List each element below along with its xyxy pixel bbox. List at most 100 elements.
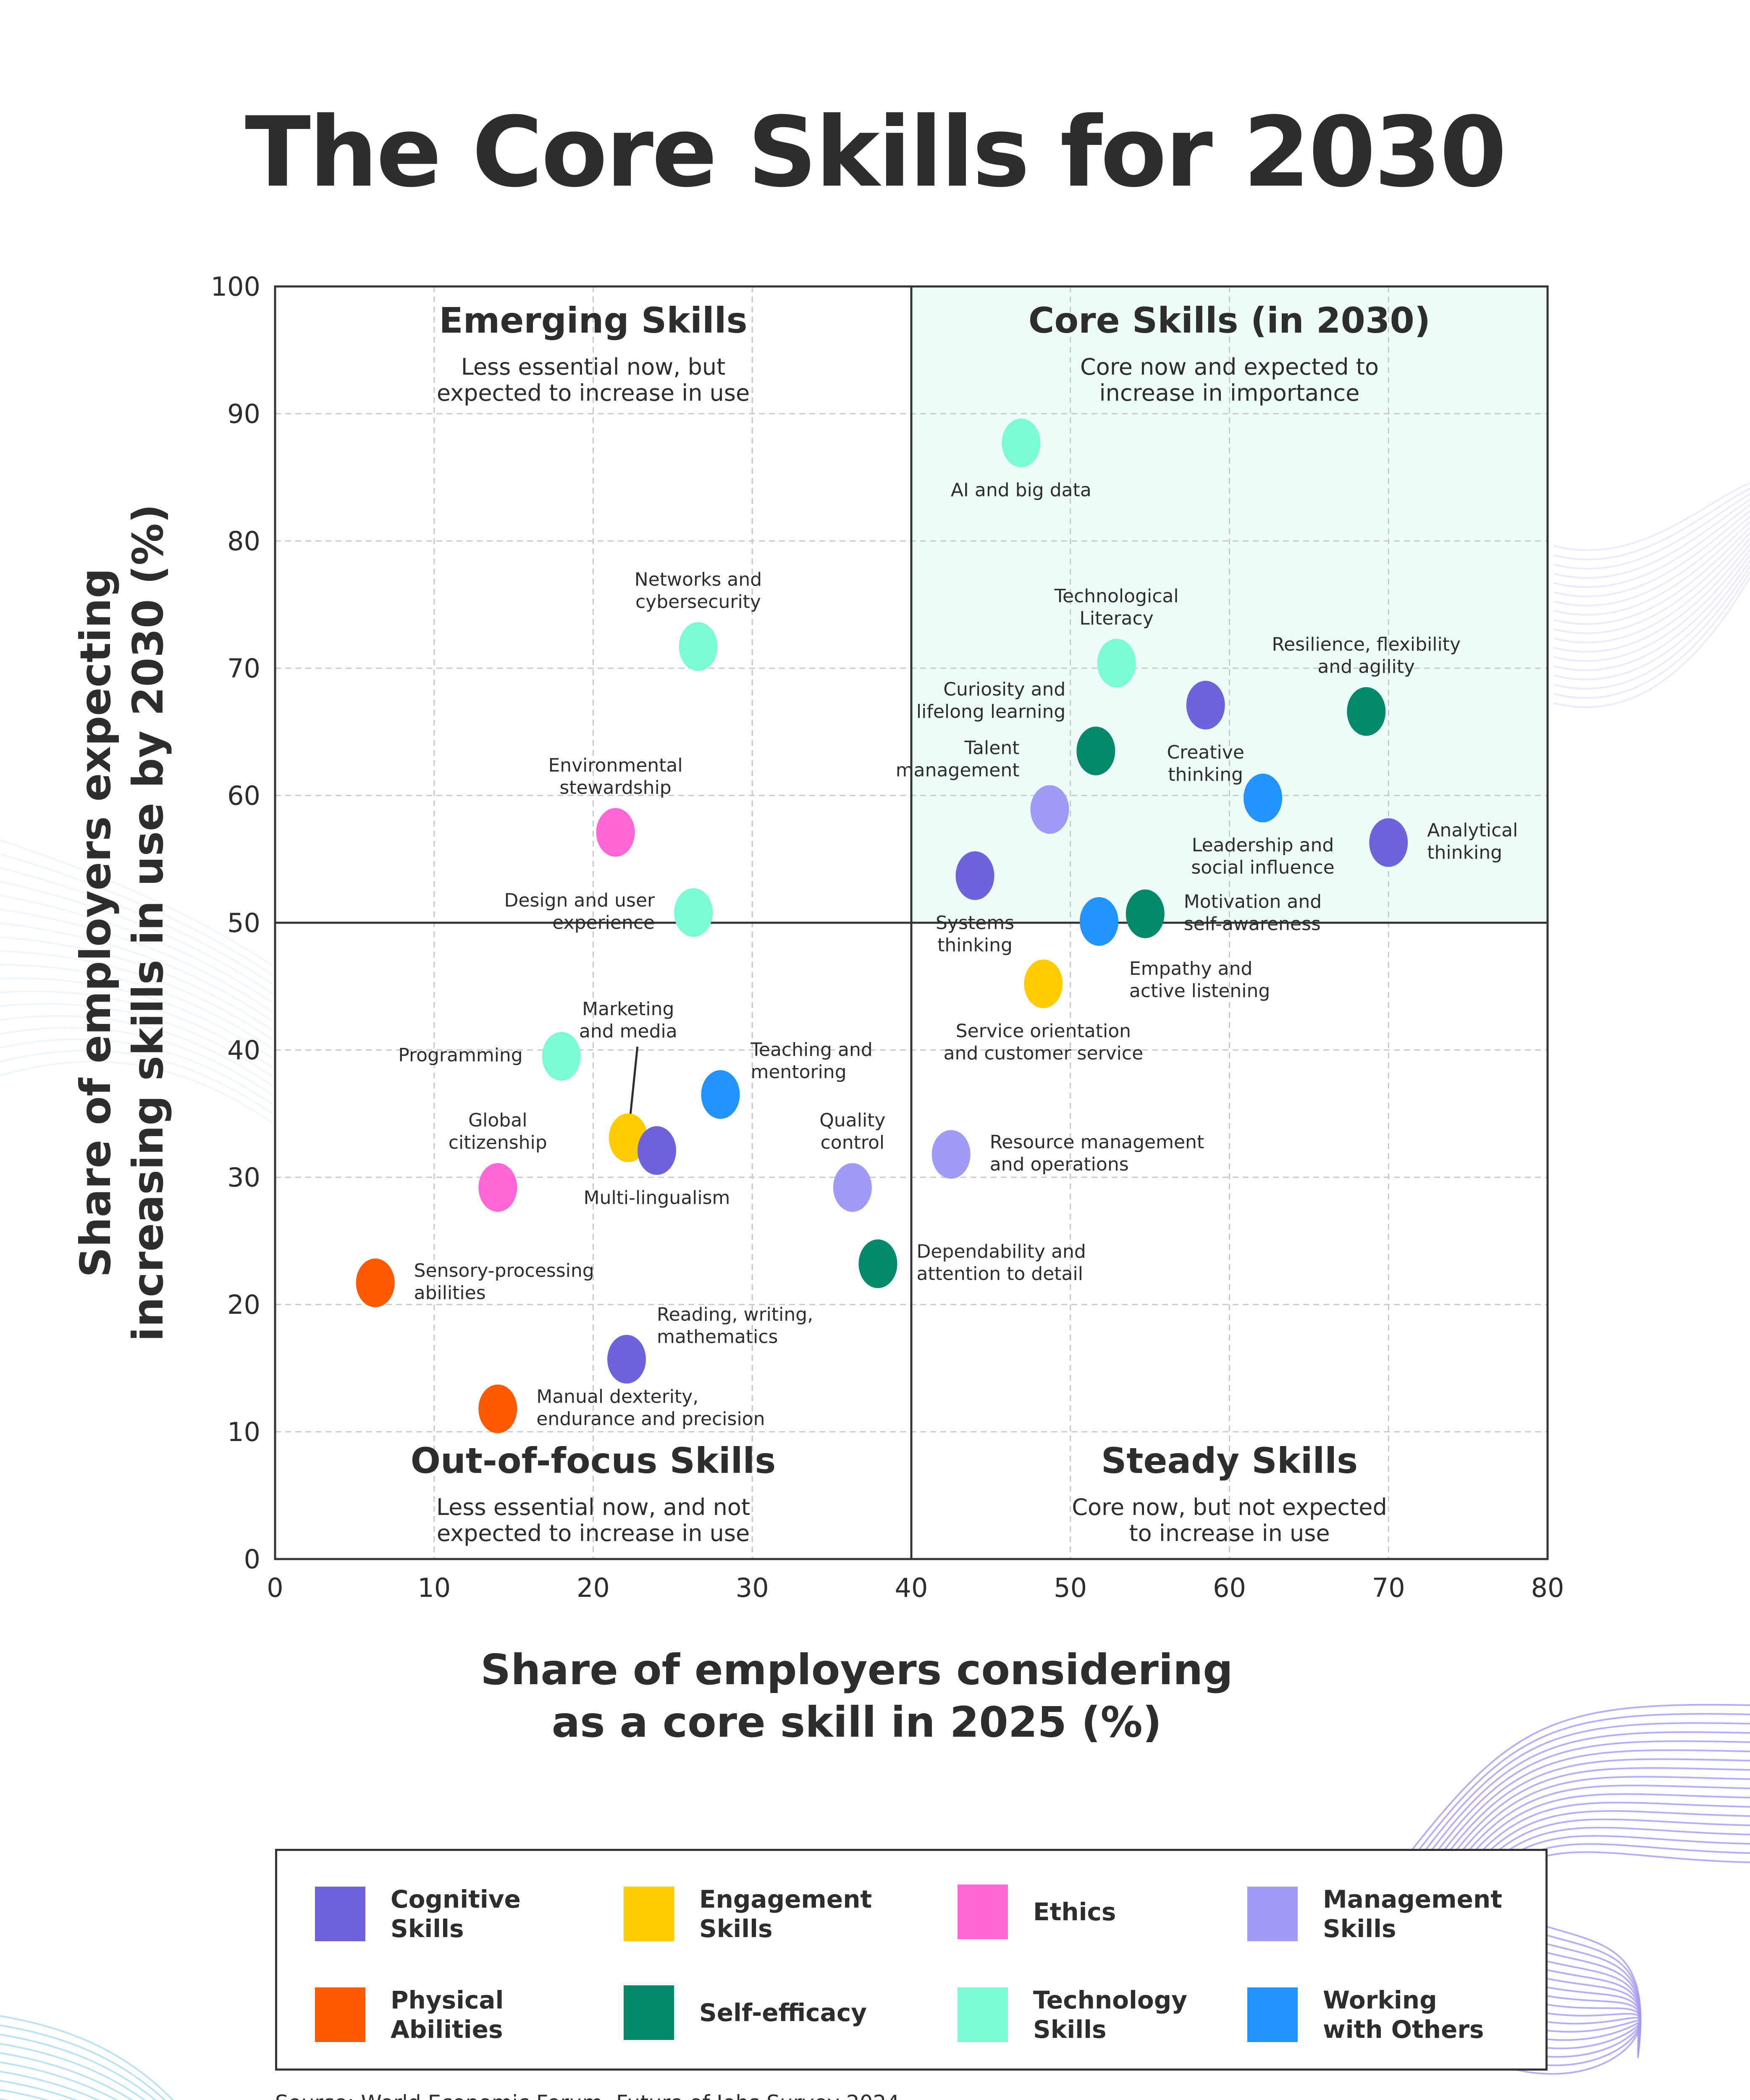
data-point bbox=[674, 888, 713, 937]
legend-swatch bbox=[624, 1985, 674, 2040]
y-tick-label: 90 bbox=[227, 399, 260, 429]
legend: Cognitive Skills Engagement Skills Ethics M… bbox=[275, 1849, 1548, 2071]
y-tick-label: 40 bbox=[227, 1035, 260, 1066]
data-point bbox=[1347, 687, 1386, 736]
legend-item-management: Management Skills bbox=[1247, 1885, 1502, 1943]
legend-item-working: Working with Others bbox=[1247, 1985, 1484, 2044]
data-point bbox=[356, 1258, 395, 1307]
legend-label: Technology Skills bbox=[1033, 1986, 1188, 2044]
data-label: Environmental stewardship bbox=[548, 755, 682, 798]
data-label: Dependability and attention to detail bbox=[916, 1241, 1086, 1285]
legend-label: Working with Others bbox=[1323, 1986, 1484, 2044]
legend-label: Management Skills bbox=[1323, 1885, 1502, 1943]
data-label: Marketing and media bbox=[579, 998, 677, 1042]
legend-label: Cognitive Skills bbox=[391, 1885, 521, 1943]
wave-line bbox=[0, 2043, 146, 2100]
legend-swatch bbox=[315, 1987, 365, 2042]
data-label: Reading, writing, mathematics bbox=[657, 1304, 813, 1347]
y-tick-label: 30 bbox=[227, 1162, 260, 1193]
legend-label: Engagement Skills bbox=[699, 1885, 872, 1943]
x-tick-label: 50 bbox=[1054, 1572, 1087, 1603]
quadrant-subtitle: Core now and expected to increase in impo… bbox=[1080, 354, 1379, 406]
data-point bbox=[1126, 889, 1165, 938]
wave-line bbox=[0, 2034, 157, 2100]
data-point bbox=[931, 1130, 971, 1179]
scatter-chart: 0 10 20 30 40 50 60 70 80 0 10 20 30 40 50 60 70 80 90 100 S… bbox=[71, 271, 1564, 1747]
data-label: Creative thinking bbox=[1167, 742, 1244, 785]
legend-item-engagement: Engagement Skills bbox=[624, 1885, 872, 1943]
legend-item-selfefficacy: Self-efficacy bbox=[624, 1985, 867, 2040]
data-label: Systems thinking bbox=[936, 912, 1014, 956]
data-label: Resilience, flexibility and agility bbox=[1272, 634, 1461, 677]
wave-line bbox=[0, 2061, 118, 2100]
y-tick-label: 0 bbox=[244, 1544, 260, 1575]
quadrant-title: Steady Skills bbox=[1101, 1440, 1358, 1481]
legend-item-physical: Physical Abilities bbox=[315, 1985, 504, 2044]
page-title: The Core Skills for 2030 bbox=[245, 97, 1507, 209]
x-tick-label: 40 bbox=[895, 1572, 928, 1603]
legend-swatch bbox=[958, 1987, 1008, 2042]
leader-line bbox=[629, 1046, 639, 1116]
wave-line bbox=[0, 2089, 50, 2100]
data-label: Global citizenship bbox=[449, 1110, 547, 1153]
wave-line bbox=[0, 2071, 100, 2100]
quadrant-title: Core Skills (in 2030) bbox=[1028, 300, 1430, 341]
legend-swatch bbox=[958, 1885, 1008, 1939]
source-note: Source: World Economic Forum, Future of … bbox=[275, 2091, 900, 2100]
y-tick-label: 10 bbox=[227, 1417, 260, 1447]
legend-swatch bbox=[315, 1887, 365, 1941]
data-point bbox=[858, 1239, 897, 1289]
legend-label: Physical Abilities bbox=[391, 1986, 504, 2044]
data-label: Technological Literacy bbox=[1054, 585, 1179, 629]
data-label: Resource management and operations bbox=[990, 1131, 1204, 1175]
data-label: Programming bbox=[398, 1045, 523, 1066]
plot-frame bbox=[274, 285, 1549, 1560]
data-point bbox=[1024, 959, 1063, 1008]
y-tick-label: 60 bbox=[227, 780, 260, 811]
data-point bbox=[607, 1335, 646, 1384]
wave-line bbox=[0, 2015, 174, 2100]
legend-item-technology: Technology Skills bbox=[958, 1985, 1187, 2044]
data-point bbox=[833, 1163, 872, 1212]
quadrant-subtitle: Less essential now, but expected to incre… bbox=[437, 354, 750, 406]
legend-label: Self-efficacy bbox=[699, 1998, 867, 2027]
y-tick-label: 70 bbox=[227, 653, 260, 684]
data-label: Empathy and active listening bbox=[1129, 958, 1270, 1002]
quadrant-subtitle: Core now, but not expected to increase in… bbox=[1072, 1494, 1387, 1546]
x-axis-label: Share of employers considering as a core … bbox=[480, 1645, 1233, 1747]
data-label: Motivation and self-awareness bbox=[1184, 891, 1322, 934]
legend-swatch bbox=[624, 1887, 674, 1941]
data-point bbox=[679, 622, 718, 671]
y-tick-label: 80 bbox=[227, 526, 260, 556]
x-tick-label: 70 bbox=[1372, 1572, 1405, 1603]
wave-line bbox=[0, 2024, 166, 2100]
data-point bbox=[478, 1163, 517, 1212]
data-point bbox=[701, 1070, 740, 1119]
y-tick-label: 50 bbox=[227, 908, 260, 938]
quadrant-subtitle: Less essential now, and not expected to i… bbox=[436, 1494, 750, 1546]
data-point bbox=[955, 851, 994, 900]
data-point bbox=[1079, 897, 1118, 946]
data-label: Teaching and mentoring bbox=[750, 1039, 873, 1083]
y-tick-label: 20 bbox=[227, 1289, 260, 1320]
data-point bbox=[596, 808, 635, 857]
data-label: Manual dexterity, endurance and precision bbox=[536, 1386, 765, 1430]
data-label: Design and user experience bbox=[504, 890, 655, 933]
data-point bbox=[1244, 774, 1283, 823]
data-point bbox=[542, 1032, 581, 1081]
data-label: Service orientation and customer service bbox=[944, 1020, 1144, 1064]
quadrant-title: Out-of-focus Skills bbox=[411, 1440, 776, 1481]
x-tick-label: 80 bbox=[1531, 1572, 1564, 1603]
data-point bbox=[1002, 418, 1041, 467]
x-tick-label: 30 bbox=[736, 1572, 769, 1603]
data-label: Talent management bbox=[896, 737, 1020, 781]
data-point bbox=[478, 1384, 517, 1433]
data-label: Sensory-processing abilities bbox=[414, 1260, 594, 1304]
data-point bbox=[1186, 680, 1225, 730]
data-point bbox=[1030, 785, 1069, 834]
data-point bbox=[1369, 818, 1408, 867]
x-tick-label: 20 bbox=[577, 1572, 610, 1603]
data-label: Multi-lingualism bbox=[584, 1187, 730, 1208]
wave-line bbox=[0, 2052, 134, 2100]
data-label: AI and big data bbox=[951, 480, 1091, 501]
